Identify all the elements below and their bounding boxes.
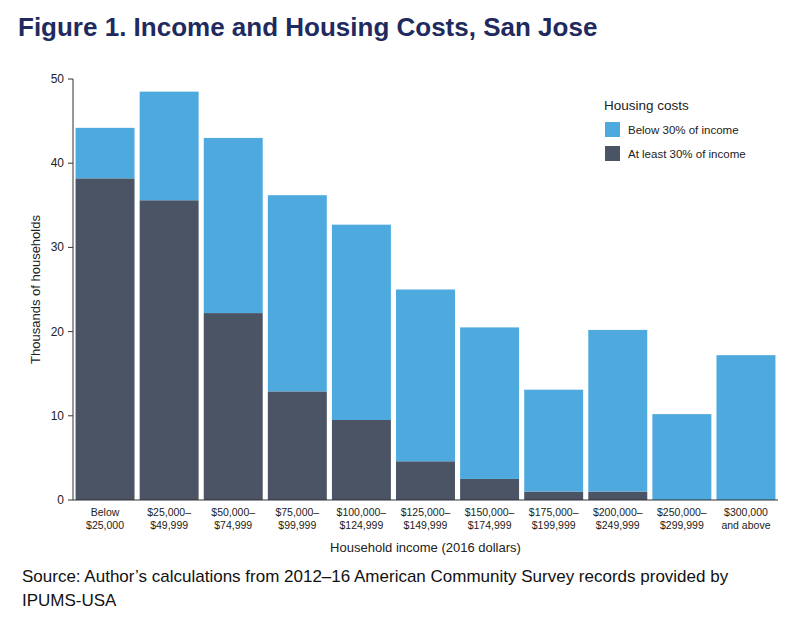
chart: Figure 1. Income and Housing Costs, San … bbox=[0, 0, 800, 642]
y-tick bbox=[68, 247, 73, 248]
bar-segment bbox=[716, 355, 775, 500]
bars bbox=[76, 92, 776, 500]
bar-segment bbox=[652, 414, 711, 500]
x-tick-label-line: $100,000– bbox=[337, 506, 387, 518]
x-axis bbox=[73, 500, 778, 501]
bar-segment bbox=[204, 313, 263, 500]
y-tick bbox=[68, 415, 73, 416]
y-axis bbox=[73, 79, 74, 500]
bar-segment bbox=[588, 492, 647, 500]
x-tick-label-line: $175,000– bbox=[529, 506, 579, 518]
x-tick-label: $300,000and above bbox=[721, 506, 770, 531]
legend-label: Below 30% of income bbox=[628, 124, 739, 136]
bar-segment bbox=[588, 330, 647, 492]
y-tick bbox=[68, 331, 73, 332]
legend-swatch bbox=[605, 122, 620, 137]
title: Figure 1. Income and Housing Costs, San … bbox=[18, 12, 597, 42]
x-tick-label-line: Below bbox=[91, 506, 120, 518]
x-tick-label: $175,000–$199,999 bbox=[529, 506, 579, 531]
x-tick-label: $200,000–$249,999 bbox=[593, 506, 643, 531]
bar-segment bbox=[332, 420, 391, 500]
y-tick-label: 50 bbox=[51, 72, 65, 86]
bar-segment bbox=[140, 92, 199, 201]
y-tick bbox=[68, 500, 73, 501]
bar-segment bbox=[396, 290, 455, 462]
x-tick-label-line: $200,000– bbox=[593, 506, 643, 518]
x-tick-label-line: $74,999 bbox=[214, 519, 252, 531]
bar-segment bbox=[332, 225, 391, 420]
bar-segment bbox=[268, 391, 327, 500]
bar-segment bbox=[204, 138, 263, 313]
x-tick-label: $125,000–$149,999 bbox=[401, 506, 451, 531]
bar-segment bbox=[396, 461, 455, 500]
x-tick-label: $50,000–$74,999 bbox=[211, 506, 255, 531]
x-tick-label: Below$25,000 bbox=[86, 506, 124, 531]
x-tick-label-line: $25,000 bbox=[86, 519, 124, 531]
bar-segment bbox=[140, 200, 199, 500]
x-tick-label-line: $300,000 bbox=[724, 506, 768, 518]
source-note: Source: Author’s calculations from 2012–… bbox=[22, 565, 742, 613]
bar-segment bbox=[76, 128, 135, 179]
x-tick-label-line: $199,999 bbox=[532, 519, 576, 531]
legend-label: At least 30% of income bbox=[628, 148, 746, 160]
bar-segment bbox=[460, 327, 519, 479]
bar-segment bbox=[76, 178, 135, 500]
x-tick-label-line: $49,999 bbox=[150, 519, 188, 531]
x-tick-label-line: and above bbox=[721, 519, 770, 531]
bar-segment bbox=[268, 195, 327, 391]
y-tick-label: 30 bbox=[51, 240, 65, 254]
x-tick-label-line: $150,000– bbox=[465, 506, 515, 518]
x-tick-label-line: $249,999 bbox=[596, 519, 640, 531]
x-tick-label: $150,000–$174,999 bbox=[465, 506, 515, 531]
y-tick-label: 10 bbox=[51, 409, 65, 423]
legend-swatch bbox=[605, 146, 620, 161]
y-tick bbox=[68, 163, 73, 164]
x-tick-label-line: $124,999 bbox=[340, 519, 384, 531]
y-axis-label: Thousands of households bbox=[28, 215, 43, 364]
x-tick-label-line: $125,000– bbox=[401, 506, 451, 518]
x-tick-label-line: $75,000– bbox=[275, 506, 319, 518]
x-tick-label: $75,000–$99,999 bbox=[275, 506, 319, 531]
x-tick-label-line: $174,999 bbox=[468, 519, 512, 531]
x-tick-label-line: $99,999 bbox=[278, 519, 316, 531]
bar-segment bbox=[524, 390, 583, 492]
legend-title: Housing costs bbox=[604, 98, 689, 113]
y-tick-label: 20 bbox=[51, 325, 65, 339]
x-tick-label: $25,000–$49,999 bbox=[147, 506, 191, 531]
x-tick-label-line: $25,000– bbox=[147, 506, 191, 518]
bar-segment bbox=[524, 492, 583, 500]
x-tick-label-line: $250,000– bbox=[657, 506, 707, 518]
x-tick-label: $250,000–$299,999 bbox=[657, 506, 707, 531]
x-tick-label-line: $149,999 bbox=[404, 519, 448, 531]
y-tick-label: 0 bbox=[57, 493, 64, 507]
x-tick-label-line: $50,000– bbox=[211, 506, 255, 518]
x-axis-label: Household income (2016 dollars) bbox=[330, 540, 521, 555]
y-tick bbox=[68, 79, 73, 80]
legend: Housing costs Below 30% of income At least… bbox=[604, 98, 746, 161]
x-tick-label: $100,000–$124,999 bbox=[337, 506, 387, 531]
x-tick-label-line: $299,999 bbox=[660, 519, 704, 531]
bar-segment bbox=[460, 479, 519, 500]
y-tick-label: 40 bbox=[51, 156, 65, 170]
